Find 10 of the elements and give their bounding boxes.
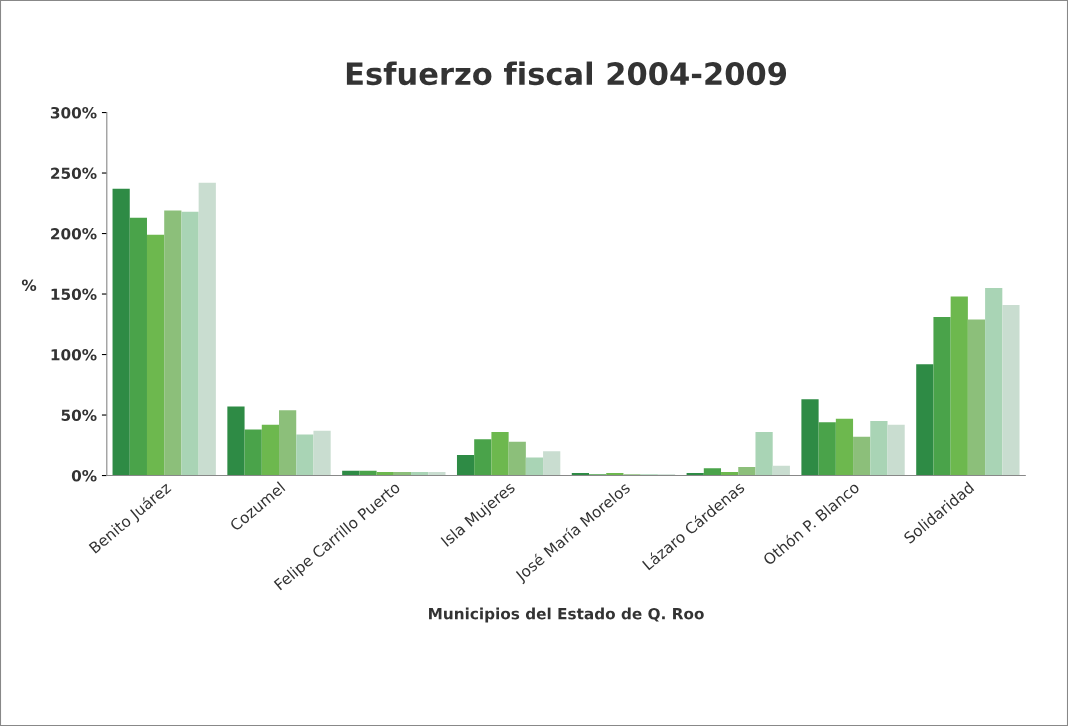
y-tick-label: 100% — [51, 349, 97, 361]
y-tick-label: 50% — [61, 409, 97, 422]
y-tick-label: 200% — [51, 228, 97, 240]
x-axis-title: Municipios del Estado de Q. Roo — [429, 607, 704, 623]
y-tick-label: 150% — [51, 288, 97, 301]
y-tick-label: 300% — [50, 107, 97, 119]
y-axis-title: % — [21, 279, 37, 292]
chart-title: Esfuerzo fiscal 2004-2009 — [346, 61, 787, 86]
y-tick-label: 250% — [51, 167, 97, 180]
y-tick-label: 0% — [71, 470, 97, 482]
